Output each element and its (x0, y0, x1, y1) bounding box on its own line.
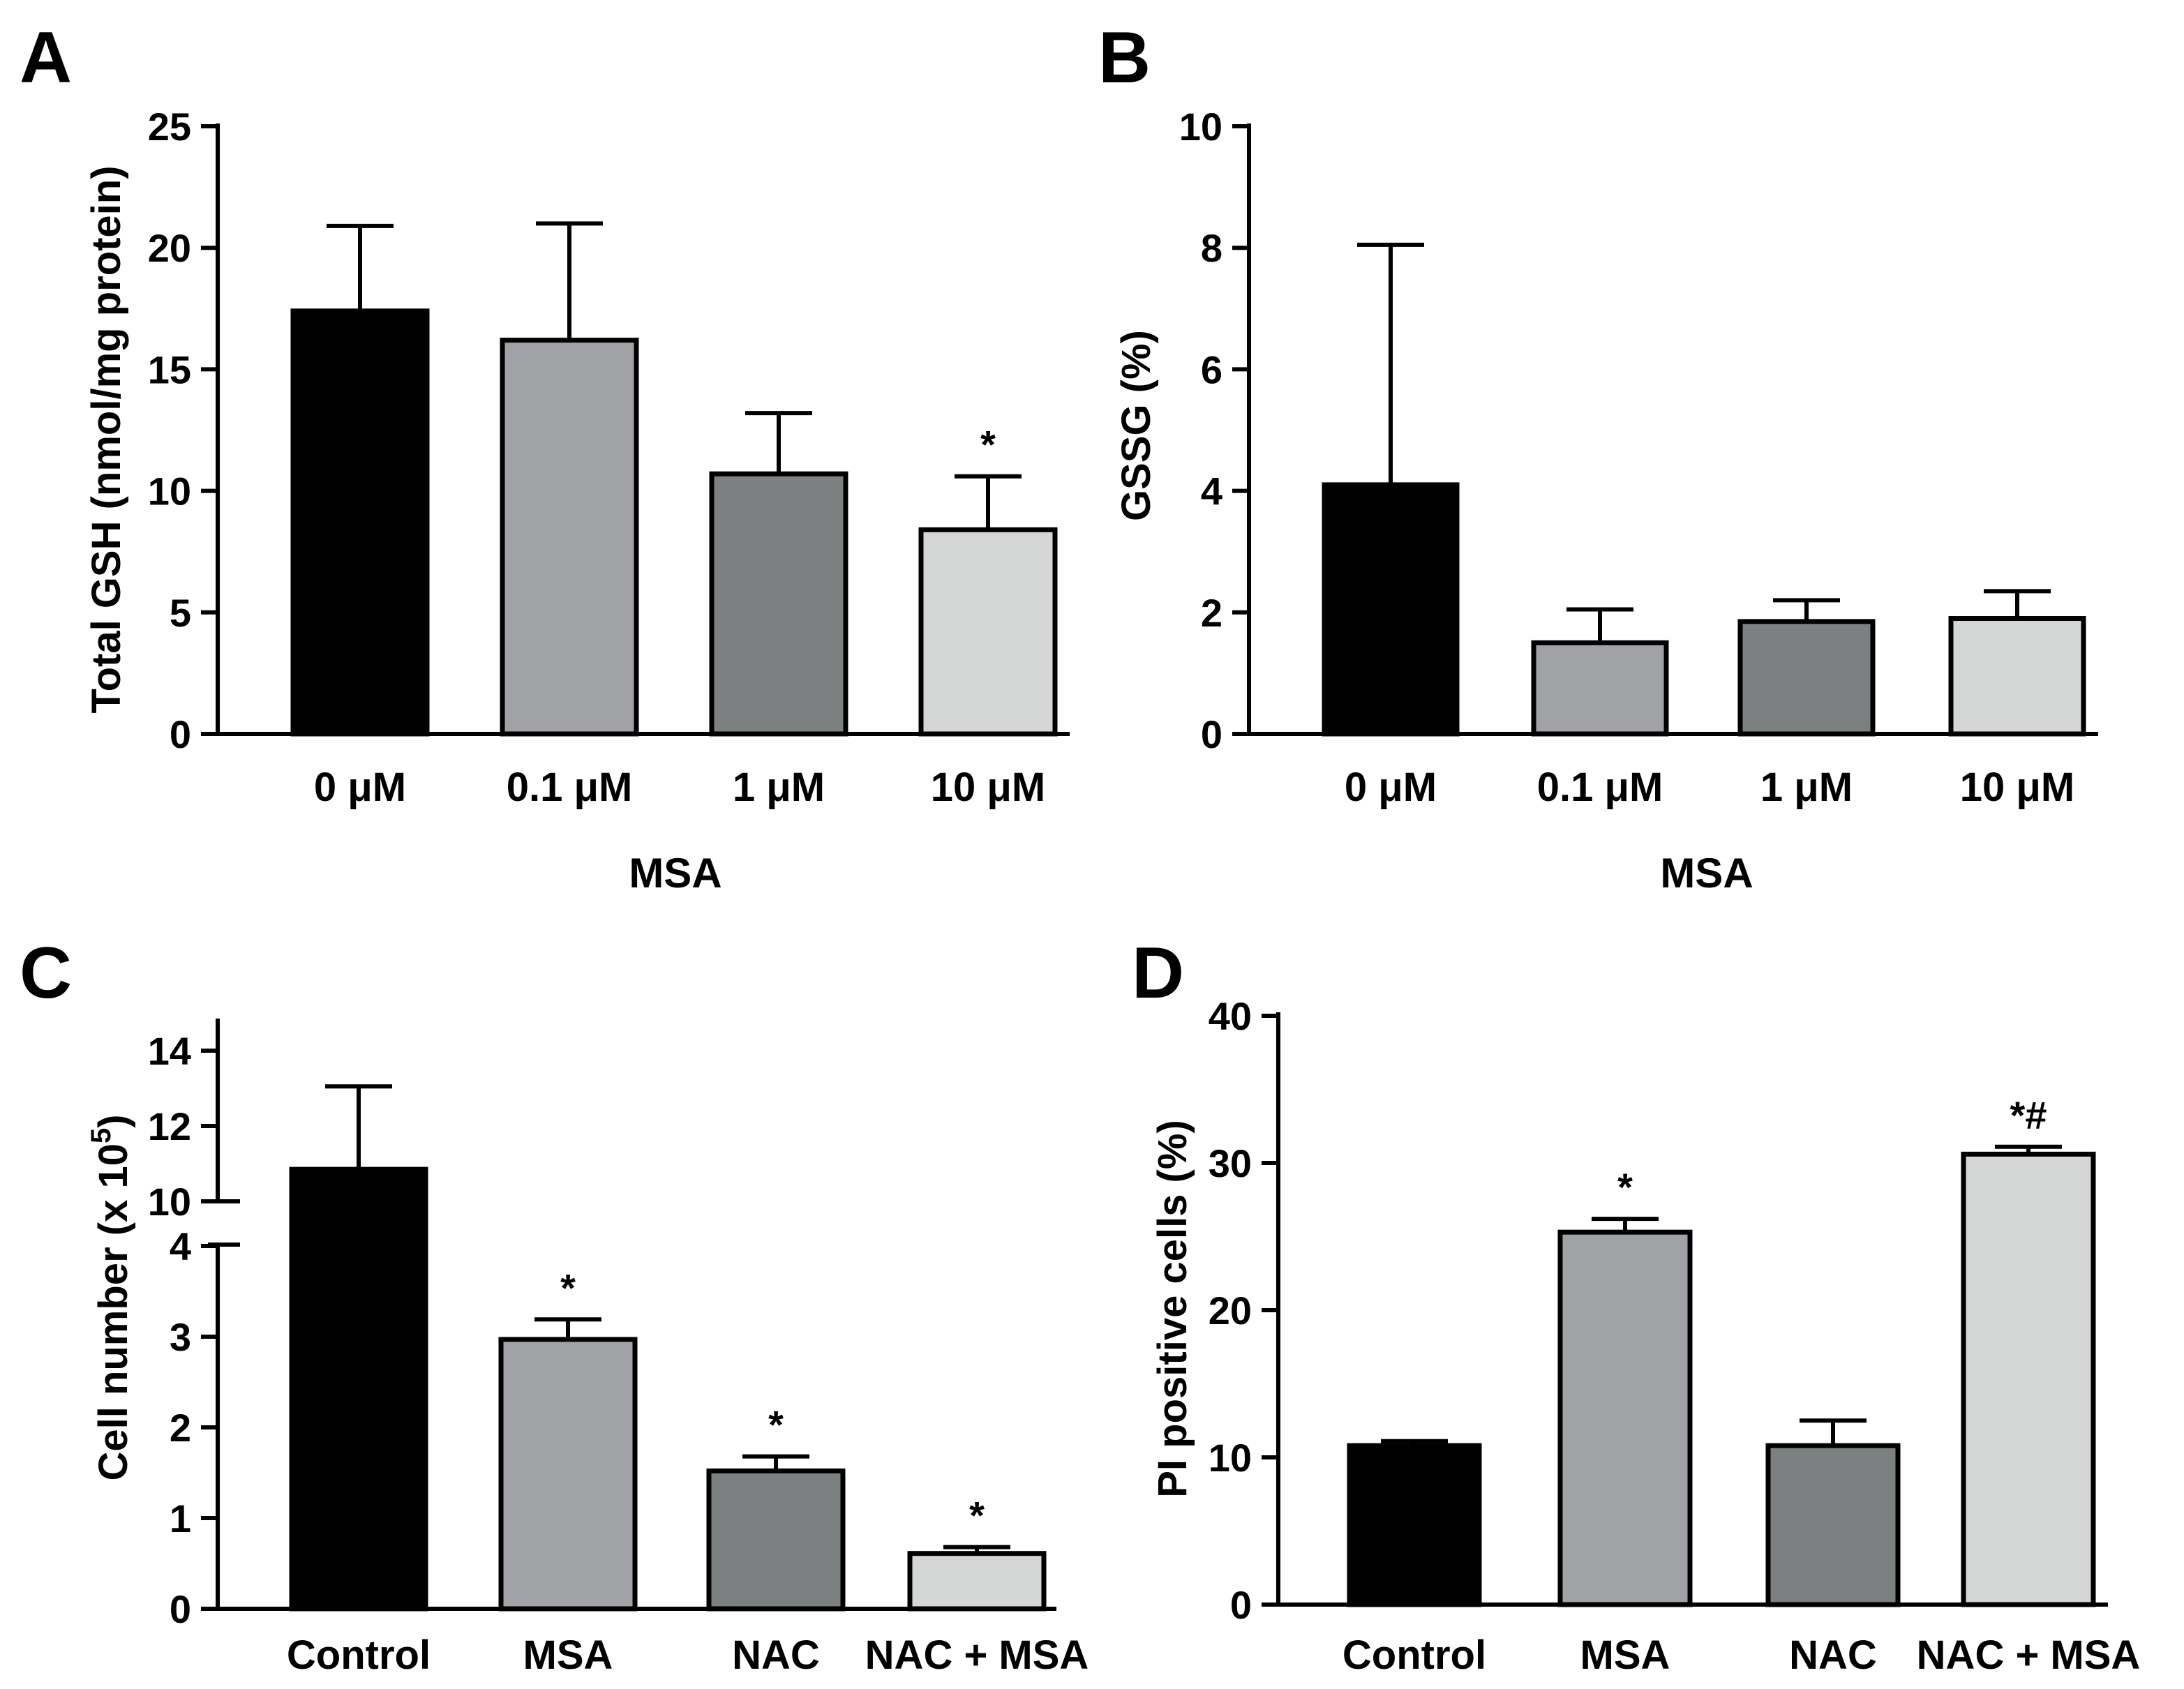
y-tick-label-c: 4 (170, 1224, 191, 1268)
bar-a (918, 527, 1058, 737)
bar-b (1737, 619, 1876, 737)
significance-marker-c: * (560, 1266, 576, 1309)
y-tick-label-c: 3 (170, 1315, 191, 1359)
y-tick-label-c: 14 (148, 1029, 191, 1073)
bar-d (1557, 1229, 1693, 1607)
significance-marker-d: * (1617, 1165, 1633, 1209)
x-tick-label-b: 1 μM (1760, 765, 1853, 810)
y-tick-label-a: 0 (170, 712, 191, 756)
y-tick-label-d: 20 (1209, 1289, 1252, 1333)
bar-d (1347, 1443, 1482, 1607)
y-tick-label-d: 30 (1209, 1141, 1252, 1185)
panel-letter-c: C (20, 933, 72, 1014)
panel-letter-b: B (1098, 17, 1151, 98)
x-tick-label-a: 0.1 μM (507, 765, 633, 810)
x-tick-label-d: NAC (1789, 1632, 1877, 1678)
panel-d: D 0 10 20 30 40 Control MSA * NAC NAC + MSA *# PI … (1132, 933, 2140, 1678)
bar-b (1322, 482, 1460, 737)
y-tick-label-b: 4 (1201, 470, 1222, 513)
bar-c (706, 1468, 846, 1612)
y-tick-label-b: 10 (1179, 105, 1222, 149)
x-tick-label-c: NAC + MSA (865, 1632, 1089, 1678)
y-tick-label-c: 10 (148, 1180, 191, 1224)
bar-d (1961, 1151, 2096, 1607)
plot-area-b: 0 2 4 6 8 10 0 μM 0.1 μM 1 μM 10 μM (1179, 105, 2098, 810)
y-tick-label-a: 25 (148, 105, 191, 149)
y-axis-label-d: PI positive cells (%) (1150, 1120, 1195, 1498)
y-tick-label-d: 0 (1230, 1583, 1252, 1627)
panel-letter-a: A (20, 17, 72, 98)
plot-area-d: 0 10 20 30 40 Control MSA * NAC NAC + MSA *# (1209, 994, 2141, 1678)
x-tick-label-d: Control (1342, 1632, 1486, 1678)
plot-area-a: 0 5 10 15 20 25 0 μM 0.1 μM 1 μM 10 μM * (148, 105, 1070, 810)
x-tick-label-b: 10 μM (1960, 765, 2074, 810)
bar-c (498, 1337, 638, 1612)
y-axis-label-c-sup: 5 (86, 1128, 117, 1143)
y-axis-label-a: Total GSH (nmol/mg protein) (84, 165, 129, 713)
significance-marker-d: *# (2010, 1093, 2047, 1137)
panel-b: B 0 2 4 6 8 10 0 μM 0.1 μM 1 μM 10 μM GSSG (%) MS… (1098, 17, 2098, 896)
bar-c (289, 1166, 428, 1612)
y-tick-label-c: 1 (170, 1496, 191, 1540)
y-axis-label-b: GSSG (%) (1114, 330, 1159, 521)
significance-marker-a: * (980, 423, 996, 467)
bar-b (1948, 616, 2086, 737)
bar-b (1531, 640, 1669, 737)
y-axis-label-c-main: Cell number (x 10 (91, 1143, 136, 1480)
y-tick-label-c: 2 (170, 1406, 191, 1450)
y-tick-label-a: 5 (170, 591, 191, 635)
bar-a (709, 471, 848, 737)
x-axis-label-a: MSA (629, 850, 721, 896)
y-tick-label-b: 8 (1201, 226, 1222, 270)
y-axis-label-c: Cell number (x 105) (86, 1114, 136, 1480)
x-tick-label-c: Control (287, 1632, 431, 1678)
x-tick-label-a: 0 μM (314, 765, 406, 810)
y-tick-label-b: 0 (1201, 712, 1222, 756)
x-tick-label-c: MSA (523, 1632, 613, 1678)
y-tick-label-d: 10 (1209, 1436, 1252, 1480)
x-tick-label-b: 0 μM (1345, 765, 1437, 810)
bar-a (500, 338, 639, 737)
significance-marker-c: * (969, 1494, 985, 1538)
bar-c (907, 1551, 1047, 1612)
x-tick-label-a: 1 μM (733, 765, 825, 810)
y-tick-label-b: 2 (1201, 591, 1222, 635)
x-tick-label-b: 0.1 μM (1537, 765, 1663, 810)
x-tick-label-d: MSA (1580, 1632, 1670, 1678)
y-tick-label-a: 10 (148, 470, 191, 513)
significance-marker-c: * (768, 1403, 784, 1447)
y-tick-label-b: 6 (1201, 347, 1222, 391)
y-tick-label-c: 12 (148, 1104, 191, 1148)
y-tick-label-d: 40 (1209, 994, 1252, 1038)
x-tick-label-a: 10 μM (931, 765, 1045, 810)
x-tick-label-c: NAC (732, 1632, 820, 1678)
y-tick-label-a: 20 (148, 226, 191, 270)
bar-d (1765, 1443, 1901, 1607)
bar-a (290, 308, 430, 737)
x-tick-label-d: NAC + MSA (1917, 1632, 2141, 1678)
panel-letter-d: D (1132, 933, 1184, 1014)
x-axis-label-b: MSA (1660, 850, 1753, 896)
y-tick-label-a: 15 (148, 347, 191, 391)
y-tick-label-c: 0 (170, 1587, 191, 1631)
y-axis-label-c-close: ) (91, 1114, 136, 1127)
panel-a: A 0 5 10 15 20 25 0 μM 0.1 μM 1 μM 10 μM * Total G… (20, 17, 1070, 896)
